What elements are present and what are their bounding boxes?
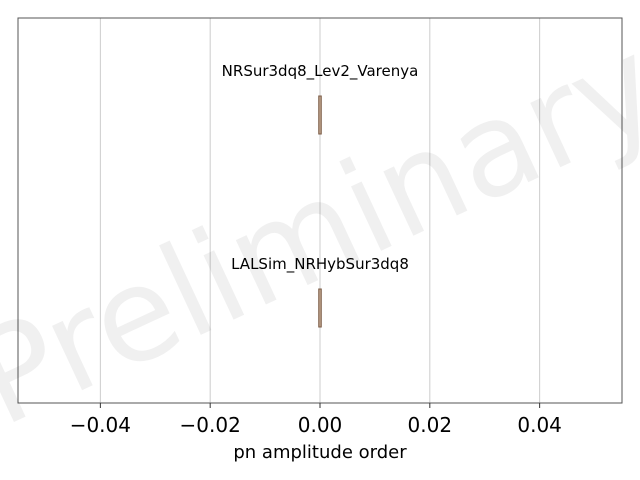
series-label: NRSur3dq8_Lev2_Varenya (222, 62, 419, 81)
x-tick-label: −0.04 (70, 413, 131, 437)
x-tick-label: −0.02 (180, 413, 241, 437)
box-plot (318, 95, 322, 135)
series-labels: NRSur3dq8_Lev2_Varenya LALSim_NRHybSur3dq… (222, 62, 419, 274)
box-plot (318, 288, 322, 328)
x-tick-label: 0.00 (298, 413, 343, 437)
box-plots (318, 95, 322, 328)
gridlines (99, 18, 541, 403)
x-tick-label: 0.02 (408, 413, 453, 437)
x-axis-ticks: −0.04 −0.02 0.00 0.02 0.04 (70, 403, 562, 437)
series-label: LALSim_NRHybSur3dq8 (231, 255, 409, 274)
x-tick-label: 0.04 (517, 413, 562, 437)
x-axis-title: pn amplitude order (233, 442, 407, 463)
